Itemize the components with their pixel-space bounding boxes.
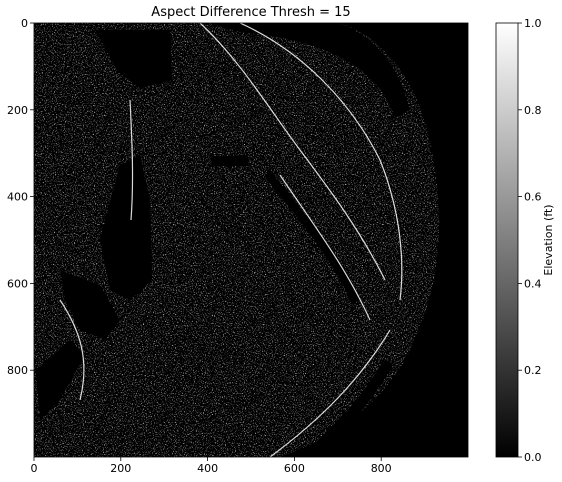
colorbar-axis: 0.0 0.2 0.4 0.6 0.8 1.0: [518, 17, 542, 464]
y-tick-label: 600: [7, 277, 28, 290]
colorbar-tick-label: 0.8: [524, 104, 542, 117]
bright-streaks: [59, 23, 403, 457]
x-tick-label: 0: [31, 462, 38, 475]
colorbar-label: Elevation (ft): [542, 204, 555, 275]
colorbar-tick-label: 1.0: [524, 17, 542, 30]
heatmap-image: [34, 23, 468, 457]
y-tick-label: 200: [7, 104, 28, 117]
y-axis: 0 200 400 600 800: [7, 17, 34, 377]
y-tick-label: 0: [21, 17, 28, 30]
dark-features: [36, 23, 410, 457]
y-tick-label: 400: [7, 191, 28, 204]
y-tick-label: 800: [7, 364, 28, 377]
x-tick-label: 400: [197, 462, 218, 475]
plot-frame: [33, 22, 469, 458]
x-tick-label: 600: [284, 462, 305, 475]
x-tick-label: 800: [371, 462, 392, 475]
colorbar-tick-label: 0.6: [524, 191, 542, 204]
colorbar-tick-label: 0.2: [524, 364, 542, 377]
x-tick-label: 200: [110, 462, 131, 475]
x-axis: 0 200 400 600 800: [31, 457, 392, 475]
mask-region: [34, 23, 440, 457]
colorbar: [495, 22, 519, 458]
chart-title: Aspect Difference Thresh = 15: [151, 5, 350, 20]
colorbar-tick-label: 0.0: [524, 451, 542, 464]
colorbar-tick-label: 0.4: [524, 277, 542, 290]
